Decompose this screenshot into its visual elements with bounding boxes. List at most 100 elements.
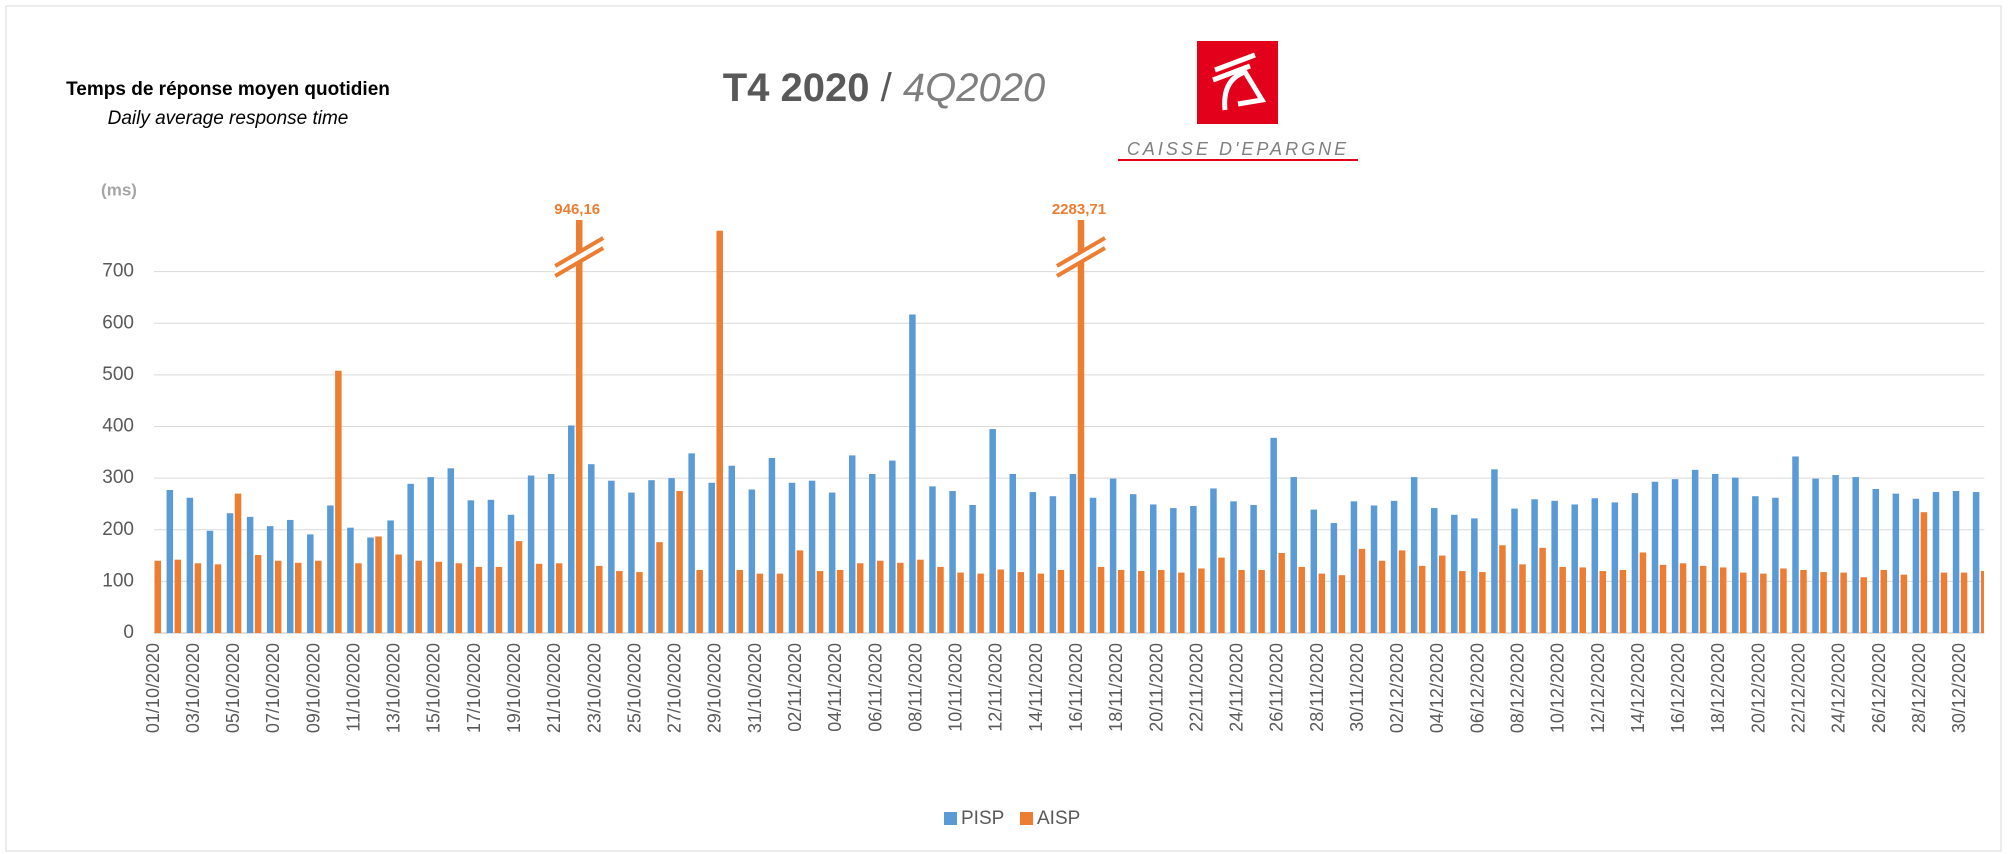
bar: [776, 573, 784, 633]
bar: [327, 505, 334, 633]
bar: [367, 537, 374, 633]
x-tick-label: 10/12/2020: [1548, 643, 1568, 733]
heading: Temps de réponse moyen quotidien: [66, 79, 390, 100]
bar: [1097, 566, 1105, 633]
bar: [628, 492, 635, 633]
y-tick-label: 0: [123, 622, 134, 643]
bar: [1880, 570, 1888, 633]
bar: [347, 527, 354, 633]
bar: [1932, 492, 1940, 633]
bar: [315, 560, 322, 633]
x-tick-label: 24/11/2020: [1227, 643, 1247, 732]
x-tick-label: 25/10/2020: [624, 643, 644, 733]
data-label: 946,16: [554, 201, 600, 218]
bar: [1840, 572, 1847, 633]
bar: [1258, 570, 1265, 633]
bar: [889, 460, 896, 633]
x-tick-label: 10/11/2020: [946, 643, 966, 732]
bar: [1732, 477, 1739, 633]
bar: [1418, 565, 1426, 633]
bar: [1298, 566, 1305, 633]
bar: [1278, 552, 1285, 633]
x-tick-label: 30/12/2020: [1949, 643, 1969, 733]
bar: [1049, 496, 1057, 633]
bar: [1892, 493, 1900, 633]
x-tick-label: 04/12/2020: [1427, 643, 1447, 733]
bar: [495, 566, 503, 633]
bar: [1539, 547, 1546, 633]
bar: [1511, 508, 1518, 633]
bar: [1551, 500, 1558, 633]
x-tick-label: 29/10/2020: [705, 643, 725, 733]
bar: [415, 560, 422, 633]
title-sep: /: [881, 66, 893, 110]
bar: [407, 483, 414, 633]
legend-swatch: [944, 812, 957, 825]
bar: [1250, 504, 1257, 633]
x-tick-label: 06/12/2020: [1467, 643, 1487, 733]
x-tick-label: 16/12/2020: [1668, 643, 1688, 733]
bar: [1129, 494, 1137, 633]
bar: [1290, 477, 1297, 633]
y-tick-label: 600: [102, 312, 134, 333]
bar: [1338, 575, 1346, 633]
bar: [869, 473, 876, 633]
legend-swatch: [1020, 812, 1033, 825]
bar: [989, 429, 996, 633]
bar: [1358, 548, 1366, 633]
x-tick-label: 13/10/2020: [384, 643, 404, 733]
x-tick-label: 28/12/2020: [1909, 643, 1929, 733]
bar: [1198, 568, 1205, 633]
bar: [1398, 550, 1406, 633]
x-tick-label: 16/11/2020: [1066, 643, 1086, 732]
bar: [1711, 473, 1719, 633]
x-tick-label: 31/10/2020: [745, 643, 765, 733]
bar: [1057, 570, 1065, 633]
bar: [788, 482, 796, 633]
bar: [435, 561, 442, 633]
bar: [355, 563, 362, 633]
bar: [1037, 573, 1045, 633]
legend-label: AISP: [1037, 808, 1080, 829]
bar: [467, 500, 475, 633]
bar: [206, 530, 214, 633]
x-tick-label: 09/10/2020: [303, 643, 323, 733]
bar: [708, 482, 715, 633]
bar: [427, 477, 434, 633]
x-tick-label: 11/10/2020: [343, 643, 363, 732]
bar: [1972, 492, 1980, 633]
bar: [1651, 481, 1659, 633]
bar: [1210, 488, 1217, 633]
bar: [254, 555, 262, 633]
bar: [154, 560, 161, 633]
bar: [897, 562, 904, 633]
bar: [186, 497, 194, 633]
x-tick-label: 26/11/2020: [1267, 643, 1287, 732]
bar: [455, 563, 463, 633]
bar: [1631, 493, 1639, 633]
bar: [1659, 564, 1667, 633]
x-tick-label: 22/11/2020: [1186, 643, 1206, 732]
x-tick-label: 15/10/2020: [424, 643, 444, 733]
bar: [1571, 504, 1578, 633]
bar: [1350, 501, 1358, 633]
bar: [1459, 571, 1466, 633]
bar: [475, 566, 483, 633]
bar: [1491, 469, 1498, 633]
bar: [194, 563, 202, 633]
bar: [716, 230, 723, 633]
title-main: T4 2020: [723, 66, 870, 110]
bar: [1792, 456, 1799, 633]
y-tick-label: 200: [102, 519, 134, 540]
bar: [1499, 545, 1506, 633]
bar: [1438, 555, 1446, 633]
bar: [234, 493, 242, 633]
bar: [1089, 497, 1097, 633]
bar: [1069, 473, 1077, 633]
bar: [1410, 477, 1418, 633]
bar: [636, 572, 643, 633]
x-tick-label: 04/11/2020: [825, 643, 845, 732]
axis-break: [1056, 238, 1105, 276]
bar: [294, 562, 302, 633]
